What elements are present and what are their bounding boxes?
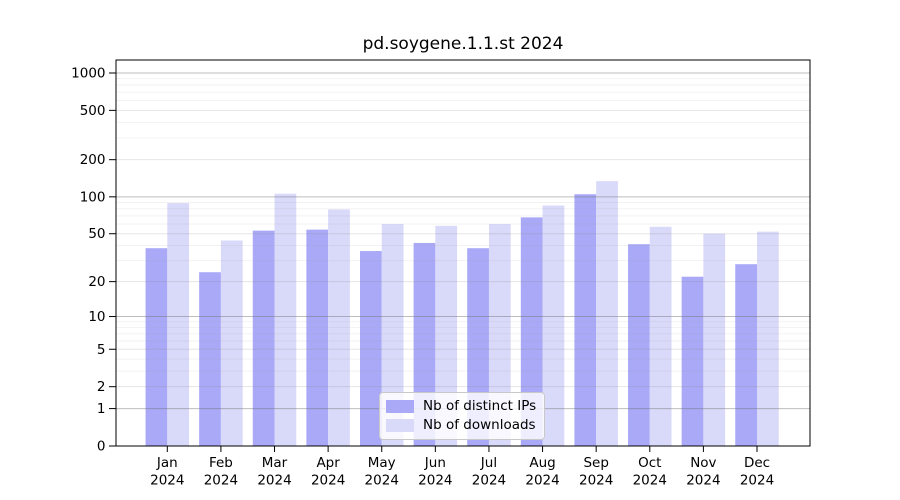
x-tick-label-month: Apr: [316, 455, 340, 471]
bar-distinct-ips-nov: [681, 276, 704, 446]
bar-downloads-dec: [757, 231, 779, 446]
x-tick-label-month: Jan: [156, 455, 178, 471]
x-tick-label-year: 2024: [579, 473, 613, 489]
x-tick-label-month: Jun: [424, 455, 446, 471]
x-tick-label-month: May: [368, 455, 396, 471]
bar-downloads-sep: [596, 181, 618, 447]
bar-distinct-ips-mar: [252, 230, 275, 446]
bar-distinct-ips-apr: [306, 229, 329, 446]
x-tick-label-year: 2024: [472, 473, 506, 489]
bar-downloads-may: [381, 224, 404, 446]
y-tick-label: 100: [80, 189, 106, 205]
bar-downloads-nov: [703, 233, 726, 446]
bar-distinct-ips-may: [359, 251, 382, 446]
bar-distinct-ips-sep: [574, 194, 597, 446]
x-tick-label-month: Oct: [638, 455, 661, 471]
bar-distinct-ips-jan: [145, 248, 168, 446]
x-tick-label-year: 2024: [525, 473, 559, 489]
legend-item-downloads: Nb of downloads: [386, 416, 538, 433]
bar-downloads-oct: [649, 226, 672, 446]
x-tick-label-month: Dec: [744, 455, 770, 471]
y-tick-label: 1000: [71, 66, 105, 82]
y-tick-label: 20: [88, 274, 105, 290]
x-tick-label-month: Sep: [583, 455, 608, 471]
legend-label-distinct-ips: Nb of distinct IPs: [423, 398, 537, 414]
legend-swatch-downloads: [386, 418, 414, 432]
x-tick-label-year: 2024: [686, 473, 720, 489]
x-tick-label-month: Aug: [529, 455, 555, 471]
x-tick-label-month: Jul: [480, 455, 497, 471]
bar-distinct-ips-oct: [628, 244, 650, 446]
y-tick-label: 200: [80, 152, 106, 168]
bar-distinct-ips-aug: [520, 217, 543, 446]
x-tick-label-month: Nov: [690, 455, 716, 471]
x-tick-label-year: 2024: [311, 473, 345, 489]
x-tick-label-year: 2024: [418, 473, 452, 489]
legend-label-downloads: Nb of downloads: [423, 416, 536, 433]
y-tick-label: 500: [80, 103, 106, 119]
y-tick-label: 5: [97, 342, 106, 358]
x-tick-label-month: Feb: [209, 455, 233, 471]
y-tick-label: 2: [97, 379, 106, 395]
y-tick-label: 50: [88, 226, 105, 242]
chart-title: pd.soygene.1.1.st 2024: [362, 34, 564, 54]
x-tick-label-year: 2024: [633, 473, 667, 489]
bar-downloads-feb: [220, 240, 243, 446]
x-tick-label-year: 2024: [740, 473, 774, 489]
axis-frame: [115, 59, 811, 447]
bar-downloads-mar: [274, 193, 297, 446]
bar-downloads-apr: [328, 209, 350, 446]
bar-downloads-aug: [542, 205, 565, 446]
bar-downloads-jul: [488, 224, 511, 446]
bar-downloads-jan: [167, 203, 190, 446]
x-tick-label-month: Mar: [262, 455, 288, 471]
bar-downloads-jun: [435, 225, 458, 446]
y-tick-label: 10: [88, 309, 105, 325]
bar-distinct-ips-dec: [735, 264, 757, 446]
legend-swatch-distinct-ips: [386, 400, 414, 414]
y-tick-label: 1: [97, 401, 106, 417]
legend: Nb of distinct IPs Nb of downloads: [379, 392, 545, 440]
x-tick-label-year: 2024: [365, 473, 399, 489]
x-tick-label-year: 2024: [150, 473, 184, 489]
legend-item-distinct-ips: Nb of distinct IPs: [386, 398, 538, 414]
x-tick-label-year: 2024: [257, 473, 291, 489]
x-tick-label-year: 2024: [204, 473, 238, 489]
bar-distinct-ips-feb: [199, 272, 221, 446]
y-tick-label: 0: [97, 439, 106, 455]
